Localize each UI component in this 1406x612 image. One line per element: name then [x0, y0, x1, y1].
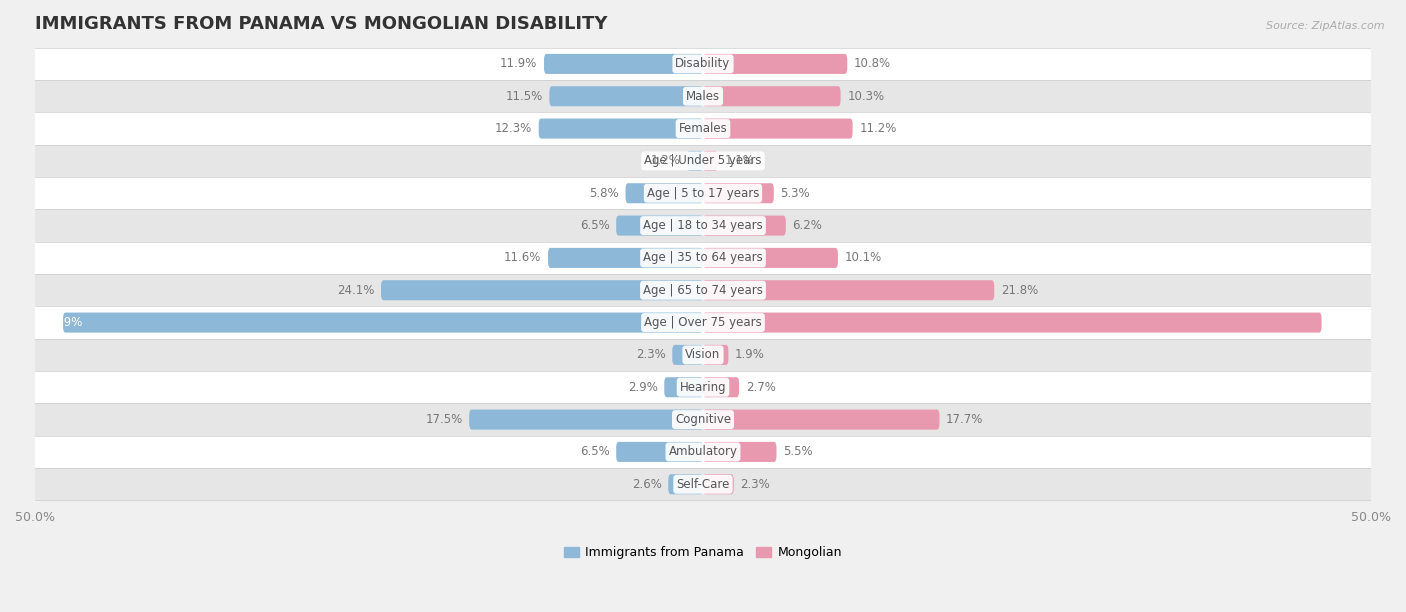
FancyBboxPatch shape	[35, 80, 1371, 113]
FancyBboxPatch shape	[703, 442, 776, 462]
Text: 5.5%: 5.5%	[783, 446, 813, 458]
Legend: Immigrants from Panama, Mongolian: Immigrants from Panama, Mongolian	[564, 546, 842, 559]
FancyBboxPatch shape	[616, 215, 703, 236]
Text: 1.9%: 1.9%	[735, 348, 765, 362]
Text: 10.3%: 10.3%	[848, 90, 884, 103]
Text: Ambulatory: Ambulatory	[668, 446, 738, 458]
Text: 17.5%: 17.5%	[425, 413, 463, 426]
Text: Age | 65 to 74 years: Age | 65 to 74 years	[643, 284, 763, 297]
FancyBboxPatch shape	[703, 409, 939, 430]
FancyBboxPatch shape	[668, 474, 703, 494]
Text: Source: ZipAtlas.com: Source: ZipAtlas.com	[1267, 21, 1385, 31]
FancyBboxPatch shape	[35, 403, 1371, 436]
Text: 2.3%: 2.3%	[636, 348, 665, 362]
Text: 1.2%: 1.2%	[651, 154, 681, 168]
FancyBboxPatch shape	[703, 313, 1322, 332]
Text: 17.7%: 17.7%	[946, 413, 984, 426]
FancyBboxPatch shape	[35, 436, 1371, 468]
FancyBboxPatch shape	[703, 377, 740, 397]
Text: Age | 35 to 64 years: Age | 35 to 64 years	[643, 252, 763, 264]
Text: Self-Care: Self-Care	[676, 478, 730, 491]
FancyBboxPatch shape	[548, 248, 703, 268]
Text: 5.3%: 5.3%	[780, 187, 810, 200]
Text: 2.7%: 2.7%	[745, 381, 776, 394]
Text: Age | Over 75 years: Age | Over 75 years	[644, 316, 762, 329]
FancyBboxPatch shape	[63, 313, 703, 332]
FancyBboxPatch shape	[703, 248, 838, 268]
Text: Vision: Vision	[685, 348, 721, 362]
FancyBboxPatch shape	[703, 119, 852, 138]
Text: 10.8%: 10.8%	[853, 58, 891, 70]
Text: 2.3%: 2.3%	[741, 478, 770, 491]
Text: Age | 18 to 34 years: Age | 18 to 34 years	[643, 219, 763, 232]
FancyBboxPatch shape	[35, 48, 1371, 80]
Text: 11.9%: 11.9%	[501, 58, 537, 70]
FancyBboxPatch shape	[688, 151, 703, 171]
FancyBboxPatch shape	[538, 119, 703, 138]
FancyBboxPatch shape	[35, 113, 1371, 145]
FancyBboxPatch shape	[703, 215, 786, 236]
Text: 6.5%: 6.5%	[579, 219, 609, 232]
FancyBboxPatch shape	[381, 280, 703, 300]
Text: 21.8%: 21.8%	[1001, 284, 1038, 297]
FancyBboxPatch shape	[35, 145, 1371, 177]
FancyBboxPatch shape	[35, 339, 1371, 371]
Text: 11.5%: 11.5%	[505, 90, 543, 103]
Text: 11.2%: 11.2%	[859, 122, 897, 135]
Text: 5.8%: 5.8%	[589, 187, 619, 200]
FancyBboxPatch shape	[35, 209, 1371, 242]
FancyBboxPatch shape	[703, 345, 728, 365]
FancyBboxPatch shape	[35, 242, 1371, 274]
FancyBboxPatch shape	[35, 177, 1371, 209]
Text: 2.9%: 2.9%	[627, 381, 658, 394]
FancyBboxPatch shape	[616, 442, 703, 462]
FancyBboxPatch shape	[550, 86, 703, 106]
Text: Disability: Disability	[675, 58, 731, 70]
FancyBboxPatch shape	[703, 54, 848, 74]
Text: 12.3%: 12.3%	[495, 122, 531, 135]
FancyBboxPatch shape	[35, 307, 1371, 339]
Text: 10.1%: 10.1%	[845, 252, 882, 264]
Text: 6.2%: 6.2%	[793, 219, 823, 232]
FancyBboxPatch shape	[703, 151, 717, 171]
Text: Females: Females	[679, 122, 727, 135]
Text: 6.5%: 6.5%	[579, 446, 609, 458]
Text: 2.6%: 2.6%	[631, 478, 662, 491]
FancyBboxPatch shape	[544, 54, 703, 74]
FancyBboxPatch shape	[664, 377, 703, 397]
Text: Age | 5 to 17 years: Age | 5 to 17 years	[647, 187, 759, 200]
Text: 11.6%: 11.6%	[503, 252, 541, 264]
FancyBboxPatch shape	[470, 409, 703, 430]
FancyBboxPatch shape	[703, 474, 734, 494]
Text: 47.9%: 47.9%	[45, 316, 83, 329]
FancyBboxPatch shape	[703, 280, 994, 300]
Text: Males: Males	[686, 90, 720, 103]
FancyBboxPatch shape	[35, 468, 1371, 501]
Text: Hearing: Hearing	[679, 381, 727, 394]
FancyBboxPatch shape	[672, 345, 703, 365]
Text: IMMIGRANTS FROM PANAMA VS MONGOLIAN DISABILITY: IMMIGRANTS FROM PANAMA VS MONGOLIAN DISA…	[35, 15, 607, 33]
Text: Cognitive: Cognitive	[675, 413, 731, 426]
Text: 1.1%: 1.1%	[724, 154, 754, 168]
Text: Age | Under 5 years: Age | Under 5 years	[644, 154, 762, 168]
Text: 46.3%: 46.3%	[1323, 316, 1361, 329]
FancyBboxPatch shape	[703, 183, 773, 203]
FancyBboxPatch shape	[35, 371, 1371, 403]
Text: 24.1%: 24.1%	[337, 284, 374, 297]
FancyBboxPatch shape	[35, 274, 1371, 307]
FancyBboxPatch shape	[703, 86, 841, 106]
FancyBboxPatch shape	[626, 183, 703, 203]
